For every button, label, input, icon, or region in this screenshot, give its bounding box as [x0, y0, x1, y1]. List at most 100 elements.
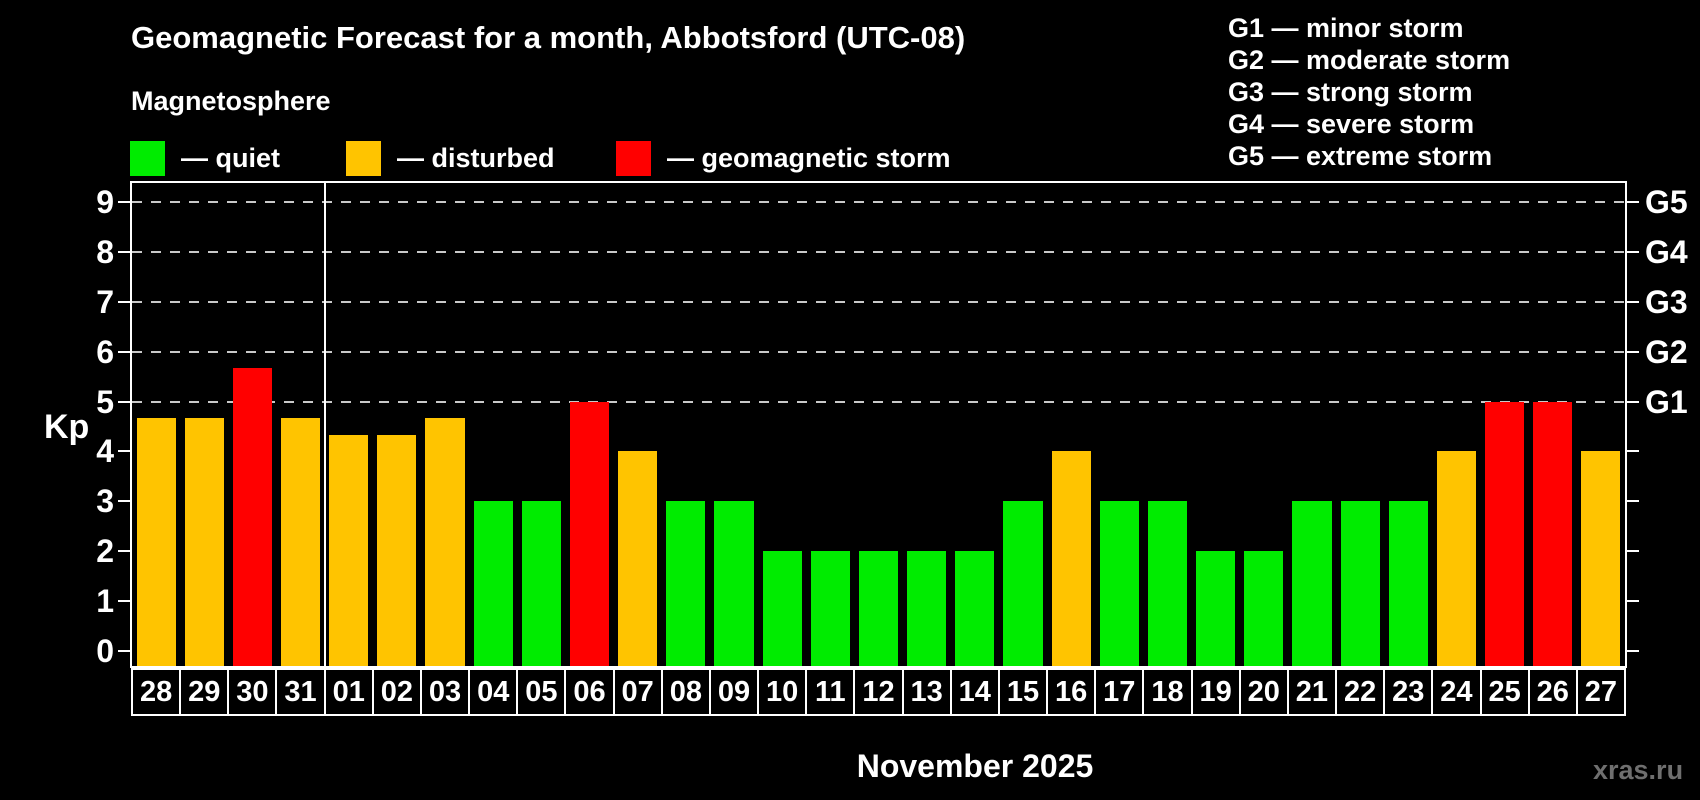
y-axis-tick-left — [118, 200, 132, 203]
date-label-08: 08 — [660, 668, 711, 716]
grid-line-kp8 — [132, 250, 1625, 253]
y-axis-tick-right — [1625, 200, 1639, 203]
kp-bar-day-10 — [762, 551, 802, 666]
kp-bar-day-15 — [1003, 501, 1043, 666]
g-scale-legend: G1 — minor storm G2 — moderate storm G3 … — [1228, 12, 1510, 172]
legend-label-storm: — geomagnetic storm — [667, 143, 951, 173]
date-label-20: 20 — [1238, 668, 1289, 716]
date-label-21: 21 — [1286, 668, 1338, 716]
kp-bar-day-03 — [425, 417, 465, 666]
date-label-02: 02 — [371, 668, 422, 716]
y-axis-tick-right — [1625, 450, 1639, 453]
g-scale-axis-label-g4: G4 — [1645, 233, 1688, 270]
y-axis-title: Kp — [44, 408, 90, 446]
kp-bar-day-16 — [1051, 451, 1091, 666]
legend-label-quiet: — quiet — [181, 143, 280, 173]
kp-bar-day-31 — [280, 417, 321, 666]
y-tick-label: 1 — [96, 583, 114, 620]
y-tick-label: 2 — [96, 533, 114, 570]
date-label-05: 05 — [516, 668, 567, 716]
y-tick-label: 3 — [96, 483, 114, 520]
date-label-17: 17 — [1094, 668, 1145, 716]
kp-bar-day-09 — [714, 501, 754, 666]
date-label-12: 12 — [853, 668, 904, 716]
y-axis-tick-left — [118, 500, 132, 503]
y-tick-label: 0 — [96, 633, 114, 669]
g-scale-legend-line-g4: G4 — severe storm — [1228, 109, 1475, 139]
y-tick-label: 6 — [96, 333, 114, 370]
date-label-13: 13 — [901, 668, 952, 716]
page-title: Geomagnetic Forecast for a month, Abbots… — [131, 20, 966, 55]
g-scale-legend-line-g3: G3 — strong storm — [1228, 77, 1473, 107]
kp-bar-day-05 — [521, 501, 561, 666]
kp-bar-day-01 — [329, 434, 369, 666]
date-label-25: 25 — [1479, 668, 1530, 716]
kp-bar-day-26 — [1533, 401, 1573, 666]
y-axis-tick-right — [1625, 400, 1639, 403]
date-label-22: 22 — [1335, 668, 1386, 716]
y-axis-tick-left — [118, 350, 132, 353]
grid-line-kp7 — [132, 300, 1625, 303]
plot-border — [130, 181, 1627, 668]
g-scale-axis-label-g2: G2 — [1645, 333, 1688, 370]
kp-bar-day-25 — [1485, 401, 1525, 666]
date-label-18: 18 — [1142, 668, 1193, 716]
g-scale-axis-label-g1: G1 — [1645, 383, 1688, 420]
legend-item-storm: — geomagnetic storm — [616, 141, 951, 176]
date-label-28: 28 — [131, 668, 182, 716]
y-axis-tick-left — [118, 400, 132, 403]
y-axis-tick-right — [1625, 650, 1639, 652]
date-label-19: 19 — [1190, 668, 1241, 716]
date-label-26: 26 — [1527, 668, 1578, 716]
kp-bar-day-07 — [618, 451, 658, 666]
y-axis-tick-right — [1625, 250, 1639, 253]
kp-bar-day-13 — [907, 551, 947, 666]
date-label-11: 11 — [805, 668, 856, 716]
date-label-30: 30 — [227, 668, 278, 716]
date-label-15: 15 — [997, 668, 1049, 716]
date-label-29: 29 — [179, 668, 230, 716]
y-tick-label: 4 — [96, 433, 114, 470]
magnetosphere-subtitle: Magnetosphere — [131, 86, 331, 116]
legend-label-disturbed: — disturbed — [397, 143, 555, 173]
kp-bar-day-22 — [1340, 501, 1380, 666]
date-label-27: 27 — [1575, 668, 1626, 716]
kp-bar-day-23 — [1388, 501, 1428, 666]
storm-swatch-icon — [616, 141, 651, 176]
y-axis-tick-left — [118, 300, 132, 303]
x-axis-month-label: November 2025 — [856, 748, 1094, 784]
grid-line-kp9 — [132, 200, 1625, 203]
y-axis-tick-left — [118, 650, 132, 652]
month-separator-line — [323, 183, 326, 666]
y-axis-tick-right — [1625, 300, 1639, 303]
kp-bar-day-14 — [955, 551, 995, 666]
kp-bar-day-24 — [1436, 451, 1476, 666]
date-label-04: 04 — [468, 668, 519, 716]
kp-bar-day-28 — [136, 417, 176, 666]
date-label-24: 24 — [1431, 668, 1482, 716]
kp-bar-day-19 — [1196, 551, 1236, 666]
y-axis-tick-right — [1625, 550, 1639, 553]
date-label-31: 31 — [275, 668, 326, 716]
kp-bar-day-30 — [232, 368, 272, 666]
kp-bar-day-27 — [1581, 451, 1621, 666]
y-axis-tick-right — [1625, 500, 1639, 503]
kp-bar-day-04 — [473, 501, 513, 666]
kp-bar-day-17 — [1099, 501, 1139, 666]
g-scale-legend-line-g1: G1 — minor storm — [1228, 13, 1464, 43]
y-tick-label: 7 — [96, 283, 114, 320]
y-tick-label: 9 — [96, 183, 114, 220]
g-scale-legend-line-g2: G2 — moderate storm — [1228, 45, 1511, 75]
date-label-06: 06 — [564, 668, 615, 716]
y-tick-label: 8 — [96, 233, 114, 270]
y-axis-tick-right — [1625, 350, 1639, 353]
kp-bar-day-02 — [377, 434, 417, 666]
date-label-14: 14 — [949, 668, 1000, 716]
g-scale-legend-line-g5: G5 — extreme storm — [1228, 141, 1493, 171]
grid-line-kp5 — [132, 400, 1625, 403]
y-axis-tick-right — [1625, 600, 1639, 603]
kp-bar-day-11 — [810, 551, 850, 666]
kp-bar-day-20 — [1244, 551, 1284, 666]
date-label-10: 10 — [757, 668, 808, 716]
